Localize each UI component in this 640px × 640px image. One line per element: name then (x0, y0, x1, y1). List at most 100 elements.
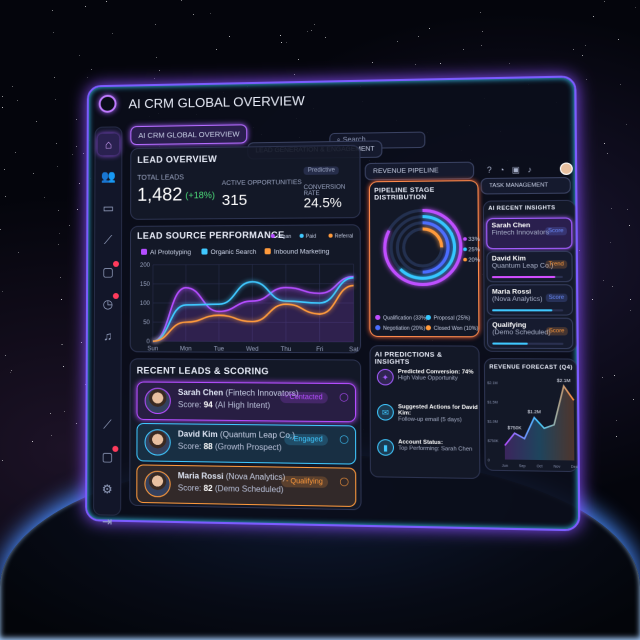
tab-overview[interactable]: AI CRM GLOBAL OVERVIEW (130, 124, 247, 145)
legend-label: Inbound Marketing (274, 248, 330, 255)
star (53, 32, 54, 33)
data-label: $2.1M (557, 378, 571, 383)
ring-label: 33% (468, 237, 480, 243)
status-badge[interactable]: - Engaged (284, 434, 328, 446)
predictive-filter[interactable]: Predictive (304, 166, 340, 175)
insight-tag: Score (545, 294, 567, 302)
lead-score-line: Score: 82 (Demo Scheduled) (178, 483, 355, 495)
star (429, 28, 430, 29)
star (463, 49, 464, 50)
avatar (145, 388, 171, 415)
export-icon[interactable]: ▣ (512, 165, 528, 174)
x-tick-label: Oct (537, 464, 543, 468)
status-badge[interactable]: - Qualifying (281, 476, 328, 488)
y-tick-label: 50 (143, 320, 150, 326)
y-tick-label: 200 (140, 263, 151, 269)
star (12, 86, 13, 87)
sidebar-item-home[interactable]: ⌂ (98, 133, 120, 155)
star (5, 196, 6, 197)
star (509, 63, 510, 64)
star (630, 299, 631, 300)
lead-score-line: Score: 88 (Growth Prospect) (178, 442, 355, 454)
star (630, 310, 631, 311)
help-icon[interactable]: ? (487, 165, 499, 174)
y-tick-label: 0 (488, 458, 490, 462)
badge (113, 261, 119, 267)
ring-label: 25% (468, 247, 480, 253)
insight-item[interactable]: Sarah Chen Fintech Innovators Score (486, 218, 572, 250)
progress-bar (492, 309, 563, 311)
status-icon[interactable]: ◯ (339, 434, 348, 443)
tab-revenue-pipeline[interactable]: REVENUE PIPELINE (365, 162, 475, 181)
notification-icon[interactable]: ◔ (499, 165, 512, 174)
status-badge[interactable]: - Contacted (280, 392, 328, 404)
lead-source-chart: 050100150200Sun Mon Tue Wed Thu Fri SatAI Prot… (131, 225, 362, 354)
progress-fill (492, 309, 552, 311)
legend-swatch (201, 249, 207, 255)
lead-name: David Kim (178, 429, 218, 439)
status-icon[interactable]: ◯ (340, 477, 349, 486)
card-title: AI RECENT INSIGHTS (488, 205, 555, 212)
bar-chart-icon: ▮ (377, 439, 394, 456)
star (44, 197, 45, 198)
sidebar-item-reports[interactable]: ⟋ (96, 413, 118, 435)
legend-label: Closed Won (10%) (434, 326, 479, 332)
x-tick-label: Tue (214, 347, 225, 353)
star (440, 63, 441, 64)
insight-item[interactable]: Qualifying (Demo Scheduled) Score (487, 318, 574, 350)
avatar[interactable] (560, 162, 573, 175)
star (480, 12, 481, 13)
star (629, 225, 630, 226)
legend-dot (426, 325, 431, 330)
legend-label: Qualification (33%) (383, 315, 428, 321)
mini-legend-label: Organ (277, 234, 292, 240)
badge (113, 293, 119, 299)
sidebar-item-wallet[interactable]: ▭ (97, 197, 119, 219)
lead-row[interactable]: Maria Rossi (Nova Analytics) Score: 82 (… (136, 464, 356, 507)
prediction-item[interactable]: ✦ Predicted Conversion: 74% High Value Op… (377, 369, 479, 401)
tab-task-management[interactable]: TASK MANAGEMENT (481, 177, 571, 195)
bell-icon[interactable]: ♪ (527, 165, 539, 174)
sidebar-item-clock[interactable]: ◷ (97, 293, 119, 315)
ai-insights-card: AI RECENT INSIGHTS Sarah Chen Fintech Inn… (483, 200, 577, 352)
sidebar-item-bell[interactable]: ♫ (97, 325, 119, 347)
lead-overview-card: LEAD OVERVIEW Predictive TOTAL LEADS 1,4… (130, 145, 361, 220)
sidebar-item-logout[interactable]: ⇥ (96, 510, 118, 533)
insight-sub: (Nova Analytics) (492, 296, 543, 303)
ring-label-dot (463, 237, 467, 241)
ring-label: 20% (468, 257, 480, 263)
y-tick-label: $750K (488, 439, 500, 443)
sidebar-item-users[interactable]: 👥 (97, 165, 119, 187)
star (10, 372, 11, 373)
x-tick-label: Dec (571, 465, 578, 469)
y-tick-label: 0 (146, 339, 150, 345)
star (55, 99, 56, 100)
star (36, 121, 37, 122)
sidebar-item-messages[interactable]: ▢ (96, 446, 118, 469)
insight-item[interactable]: David Kim Quantum Leap Co.) Trend (486, 251, 572, 282)
prediction-item[interactable]: ▮ Account Status: Top Performing: Sarah C… (377, 439, 479, 472)
progress-fill (492, 276, 556, 278)
lead-name-line: David Kim (Quantum Leap Co.) (178, 429, 355, 440)
data-label: $750K (508, 425, 522, 430)
legend-label: Proposal (25%) (434, 315, 471, 321)
prediction-sub: High Value Opportunity (398, 375, 458, 382)
score-label: Score: (178, 442, 202, 451)
avatar (144, 429, 170, 456)
sidebar-item-analytics[interactable]: ⟋ (97, 229, 119, 251)
star (616, 436, 617, 437)
lead-row[interactable]: David Kim (Quantum Leap Co.) Score: 88 (… (136, 423, 356, 465)
badge (112, 446, 118, 452)
insight-tag: Trend (545, 260, 567, 268)
star (17, 100, 18, 101)
lead-row[interactable]: Sarah Chen (Fintech Innovators) Score: 9… (137, 381, 357, 422)
sidebar-item-chat[interactable]: ▢ (97, 261, 119, 283)
revenue-forecast-card: REVENUE FORECAST (Q4) 0 $750K $1.0M $1.5M $2… (484, 358, 578, 472)
lead-score: 94 (204, 400, 213, 409)
card-title: RECENT LEADS & SCORING (137, 365, 269, 376)
sidebar-item-settings[interactable]: ⚙ (96, 478, 118, 501)
star (481, 45, 482, 46)
prediction-item[interactable]: ✉ Suggested Actions for David Kim: Follow… (377, 404, 479, 436)
insight-item[interactable]: Maria Rossi (Nova Analytics) Score (487, 284, 573, 315)
status-icon[interactable]: ◯ (339, 392, 348, 401)
